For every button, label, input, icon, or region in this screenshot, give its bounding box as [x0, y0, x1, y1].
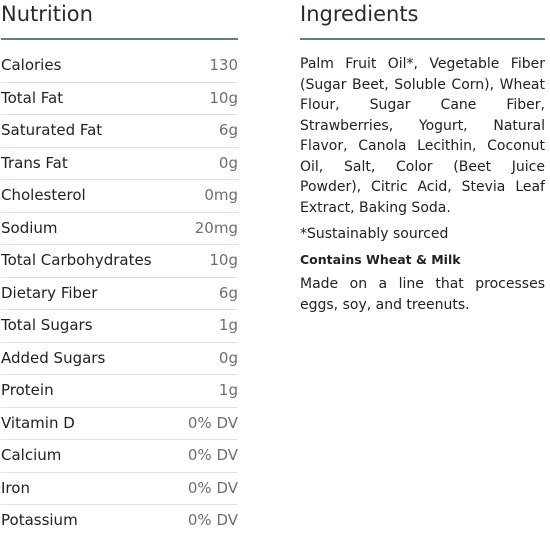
nutrition-row-trans-fat: Trans Fat 0g: [1, 148, 238, 180]
allergen-statement: Contains Wheat & Milk: [300, 252, 461, 267]
nutrition-value: 6g: [218, 283, 238, 302]
nutrition-label: Calcium: [1, 446, 62, 464]
nutrition-value: 1g: [218, 316, 238, 334]
nutrition-row-added-sugars: Added Sugars 0g: [1, 343, 238, 375]
nutrition-value: 0% DV: [187, 413, 238, 432]
nutrition-row-protein: Protein 1g: [1, 375, 238, 408]
nutrition-row-calcium: Calcium 0% DV: [1, 440, 238, 473]
nutrition-row-saturated-fat: Saturated Fat 6g: [1, 115, 238, 148]
nutrition-label: Total Carbohydrates: [1, 251, 152, 269]
nutrition-value: 6g: [218, 121, 238, 139]
nutrition-row-total-fat: Total Fat 10g: [1, 83, 238, 115]
nutrition-value: 0mg: [204, 186, 238, 204]
nutrition-label: Vitamin D: [1, 413, 75, 432]
nutrition-row-calories: Calories 130: [1, 50, 238, 83]
nutrition-value: 0% DV: [187, 511, 238, 529]
nutrition-row-cholesterol: Cholesterol 0mg: [1, 180, 238, 213]
nutrition-value: 0% DV: [187, 478, 238, 497]
nutrition-label: Calories: [1, 56, 62, 74]
nutrition-label: Potassium: [1, 511, 78, 529]
nutrition-label: Total Sugars: [1, 316, 93, 334]
nutrition-value: 10g: [209, 251, 238, 269]
nutrition-label: Cholesterol: [1, 186, 86, 204]
nutrition-label: Dietary Fiber: [1, 283, 98, 302]
nutrition-label: Added Sugars: [1, 348, 106, 367]
facility-statement: Made on a line that processes eggs, soy,…: [300, 276, 545, 313]
nutrition-row-potassium: Potassium 0% DV: [1, 505, 238, 537]
nutrition-panel: Nutrition Calories 130 Total Fat 10g Sat…: [1, 0, 238, 537]
nutrition-label: Saturated Fat: [1, 121, 103, 139]
ingredients-footnote: *Sustainably sourced: [300, 226, 449, 242]
nutrition-label: Total Fat: [1, 88, 64, 107]
nutrition-value: 1g: [218, 381, 238, 399]
nutrition-row-total-sugars: Total Sugars 1g: [1, 310, 238, 343]
nutrition-value: 0% DV: [187, 446, 238, 464]
nutrition-value: 130: [209, 56, 238, 74]
nutrition-row-dietary-fiber: Dietary Fiber 6g: [1, 278, 238, 310]
nutrition-label: Iron: [1, 478, 30, 497]
nutrition-heading-rule: [1, 38, 238, 40]
nutrition-label: Sodium: [1, 218, 58, 237]
nutrition-row-vitamin-d: Vitamin D 0% DV: [1, 408, 238, 440]
ingredients-panel: Ingredients Palm Fruit Oil*, Vegetable F…: [300, 0, 545, 315]
nutrition-label: Protein: [1, 381, 54, 399]
ingredients-list: Palm Fruit Oil*, Vegetable Fiber (Sugar …: [300, 56, 545, 216]
nutrition-value: 0g: [218, 348, 238, 367]
nutrition-row-iron: Iron 0% DV: [1, 473, 238, 505]
nutrition-value: 20mg: [194, 218, 238, 237]
nutrition-value: 0g: [218, 153, 238, 172]
ingredients-heading: Ingredients: [300, 2, 419, 26]
nutrition-heading: Nutrition: [1, 2, 93, 26]
nutrition-label: Trans Fat: [1, 153, 68, 172]
ingredients-heading-rule: [300, 38, 545, 40]
nutrition-row-sodium: Sodium 20mg: [1, 213, 238, 245]
nutrition-row-total-carbohydrates: Total Carbohydrates 10g: [1, 245, 238, 278]
nutrition-value: 10g: [209, 88, 238, 107]
nutrition-rows: Calories 130 Total Fat 10g Saturated Fat…: [1, 50, 238, 537]
